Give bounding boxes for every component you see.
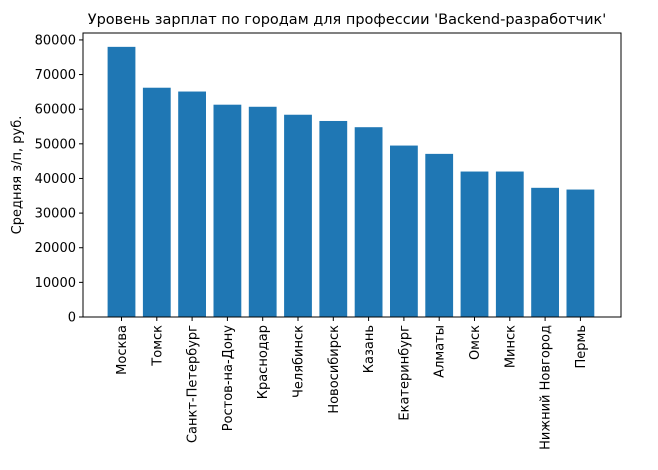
x-tick-label: Краснодар: [256, 325, 271, 399]
y-tick-label: 50000: [35, 137, 76, 152]
y-tick-label: 0: [68, 311, 76, 326]
bar-3: [178, 91, 206, 317]
x-tick-label: Нижний Новгород: [539, 325, 554, 450]
x-tick-label: Ростов-на-Дону: [221, 325, 236, 432]
bar-4: [213, 104, 242, 317]
chart-title: Уровень зарплат по городам для профессии…: [88, 12, 607, 28]
x-tick-label: Москва: [115, 325, 130, 375]
y-tick-label: 40000: [35, 172, 76, 187]
x-tick-label: Новосибирск: [327, 325, 342, 414]
y-axis-label: Средняя з/п, руб.: [10, 116, 25, 235]
bar-1: [107, 46, 136, 317]
bar-7: [319, 120, 348, 317]
bar-13: [531, 187, 559, 317]
bar-10: [425, 153, 454, 317]
y-tick-label: 70000: [35, 68, 76, 83]
bar-5: [248, 106, 277, 318]
x-tick-label: Пермь: [574, 325, 589, 369]
y-tick-label: 30000: [35, 207, 76, 222]
x-tick-label: Казань: [362, 325, 377, 373]
bar-2: [142, 87, 171, 317]
bar-9: [390, 145, 418, 317]
bars-group: [107, 46, 595, 318]
y-tick-label: 10000: [35, 276, 76, 291]
x-tick-label: Минск: [503, 325, 518, 368]
y-tick-label: 20000: [35, 241, 76, 256]
bar-8: [354, 127, 383, 317]
plot-frame: [82, 32, 622, 318]
x-tick-label: Омск: [468, 325, 483, 360]
x-tick-label: Алматы: [433, 325, 448, 378]
bar-12: [495, 171, 524, 317]
y-axis: 0 10000 20000 30000 40000 50000 60000 70000 8000…: [35, 33, 83, 326]
x-axis: Москва Томск Санкт-Петербург Ростов-на-Дону…: [115, 317, 589, 450]
bar-14: [566, 189, 595, 317]
x-tick-label: Екатеринбург: [397, 325, 412, 421]
x-tick-label: Челябинск: [292, 325, 307, 398]
bar-6: [284, 114, 312, 317]
x-tick-label: Томск: [150, 325, 165, 367]
bar-11: [460, 171, 489, 317]
y-tick-label: 80000: [35, 33, 76, 48]
y-tick-label: 60000: [35, 103, 76, 118]
x-tick-label: Санкт-Петербург: [186, 325, 201, 443]
